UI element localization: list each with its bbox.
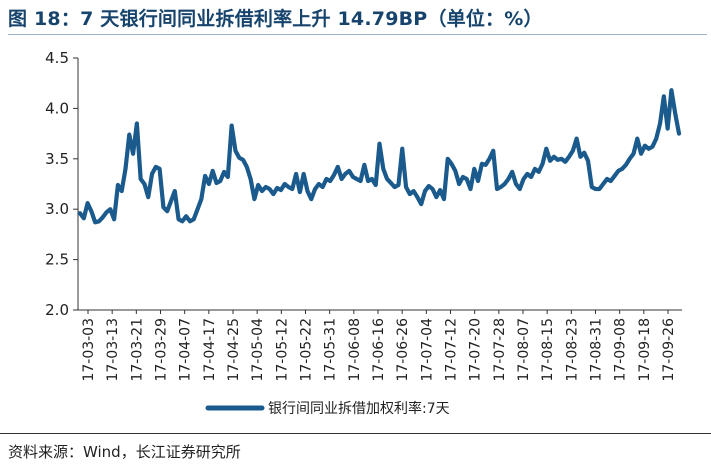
x-tick-label: 17-03-21 — [129, 318, 145, 382]
legend-label: 银行间同业拆借加权利率:7天 — [268, 400, 450, 417]
x-tick-label: 17-04-25 — [226, 318, 242, 382]
source-divider — [0, 433, 711, 434]
x-tick-label: 17-04-17 — [202, 318, 218, 382]
y-tick-label: 4.5 — [45, 49, 69, 67]
x-tick-label: 17-09-18 — [637, 318, 653, 382]
x-tick-label: 17-09-08 — [613, 318, 629, 382]
x-tick-label: 17-09-26 — [661, 318, 677, 382]
x-tick-label: 17-07-12 — [444, 318, 460, 382]
x-tick-label: 17-06-26 — [395, 318, 411, 382]
chart-title: 图 18：7 天银行间同业拆借利率上升 14.79BP（单位：%） — [8, 4, 543, 31]
x-tick-label: 17-03-29 — [154, 318, 170, 382]
x-tick-label: 17-07-04 — [419, 318, 435, 382]
figure-label: 图 18： — [8, 8, 81, 30]
x-tick-label: 17-05-31 — [323, 318, 339, 382]
y-tick-label: 3.0 — [45, 200, 69, 218]
x-tick-label: 17-08-31 — [589, 318, 605, 382]
title-text: 7 天银行间同业拆借利率上升 14.79BP（单位：%） — [80, 8, 543, 30]
x-tick-label: 17-05-04 — [250, 318, 266, 382]
x-tick-label: 17-04-07 — [178, 318, 194, 382]
y-tick-label: 4.0 — [45, 99, 69, 117]
line-chart: 2.02.53.03.54.04.5 17-03-03 17-03-13 17-03… — [45, 49, 682, 417]
title-divider — [8, 34, 707, 35]
y-tick-label: 3.5 — [45, 150, 69, 168]
x-tick-label: 17-07-28 — [492, 318, 508, 382]
x-tick-label: 17-06-16 — [371, 318, 387, 382]
x-tick-label: 17-05-12 — [274, 318, 290, 382]
legend: 银行间同业拆借加权利率:7天 — [205, 400, 450, 417]
series-group — [77, 88, 682, 225]
x-tick-label: 17-08-23 — [564, 318, 580, 382]
x-tick-label: 17-06-08 — [347, 318, 363, 382]
x-axis: 17-03-03 17-03-13 17-03-21 17-03-29 17-04-07… — [78, 309, 682, 382]
x-tick-label: 17-07-20 — [468, 318, 484, 382]
y-tick-label: 2.0 — [45, 301, 69, 319]
x-tick-label: 17-08-15 — [540, 318, 556, 382]
x-tick-label: 17-03-03 — [81, 318, 97, 382]
y-axis: 2.0 2.5 3.0 3.5 4.0 4.5 — [45, 49, 79, 319]
x-tick-label: 17-08-07 — [516, 318, 532, 382]
series-line-interbank-7d — [77, 88, 682, 225]
x-tick-label: 17-05-22 — [299, 318, 315, 382]
source-note: 资料来源：Wind，长江证券研究所 — [8, 443, 241, 461]
y-tick-label: 2.5 — [45, 251, 69, 269]
x-tick-label: 17-03-13 — [105, 318, 121, 382]
